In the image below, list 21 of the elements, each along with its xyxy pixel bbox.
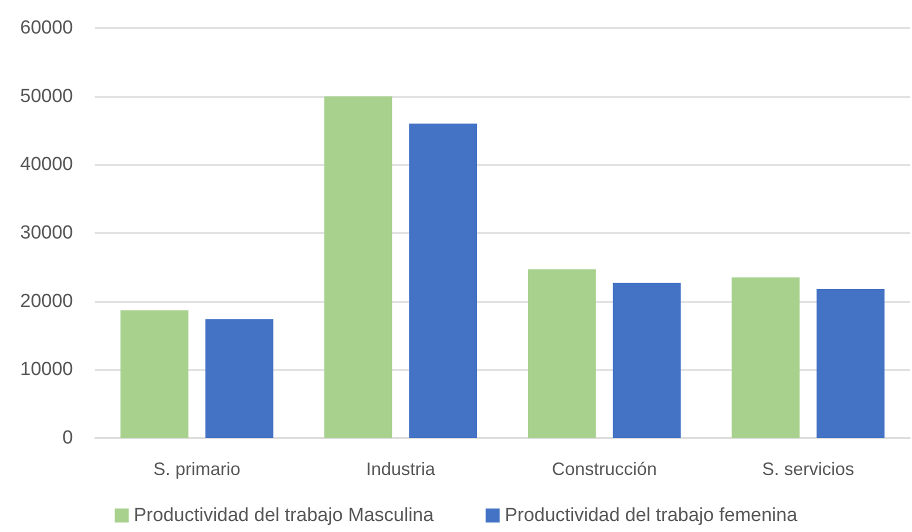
x-tick-label: S. servicios [762,459,854,479]
x-tick-label: Construcción [552,459,657,479]
x-tick-label: Industria [366,459,436,479]
y-tick-label: 30000 [20,222,73,244]
y-tick-label: 60000 [20,18,73,38]
legend-label: Productividad del trabajo femenina [504,505,798,526]
y-tick-label: 0 [62,428,73,448]
bar [528,269,596,438]
y-tick-label: 50000 [20,86,73,107]
bar [409,124,478,438]
y-tick-label: 10000 [20,359,73,380]
legend-label: Productividad del trabajo Masculina [134,505,434,526]
bar [120,310,188,438]
x-tick-label: S. primario [153,459,240,479]
y-tick-label: 40000 [20,154,73,176]
bar [324,96,392,438]
bar [816,289,885,438]
bar [732,277,800,438]
y-tick-label: 20000 [20,290,73,312]
bar [612,282,681,438]
bar [205,319,274,438]
